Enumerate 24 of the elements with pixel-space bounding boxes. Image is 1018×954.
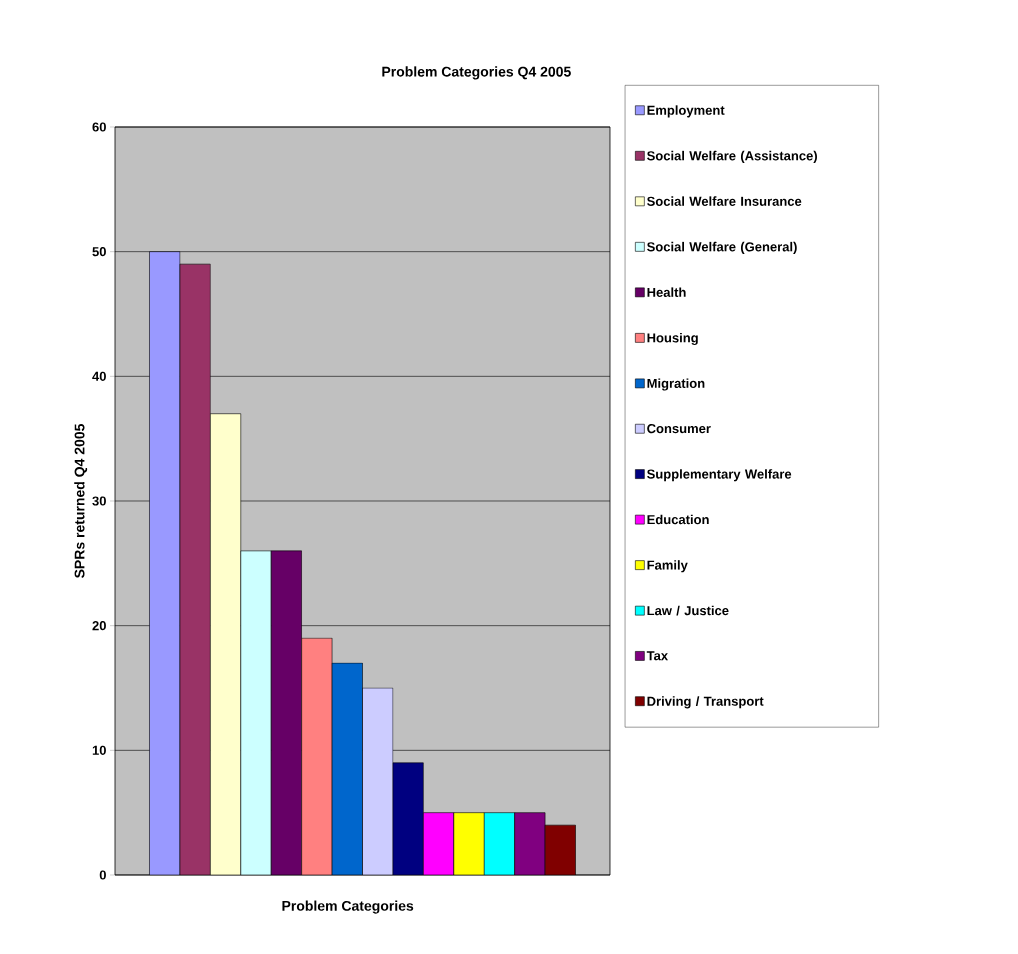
x-axis-title: Problem Categories	[282, 900, 414, 914]
legend-label: Health	[647, 287, 686, 297]
legend-label: Law / Justice	[647, 605, 729, 616]
y-tick-label: 60	[92, 122, 106, 132]
legend-label: Social Welfare (General)	[647, 241, 797, 254]
y-tick-label: 30	[92, 496, 106, 506]
chart-title: Problem Categories Q4 2005	[382, 66, 571, 80]
y-axis-title: SPRs returned Q4 2005	[74, 423, 88, 579]
legend-label: Migration	[647, 378, 705, 391]
y-tick-label: 40	[92, 371, 106, 381]
legend-label: Employment	[647, 105, 725, 118]
legend-label: Family	[647, 560, 688, 573]
legend-label: Tax	[646, 651, 668, 661]
y-tick-label: 10	[92, 745, 106, 755]
y-tick-label: 0	[99, 870, 106, 880]
legend-label: Housing	[647, 332, 698, 346]
y-tick-label: 20	[92, 621, 106, 631]
legend-label: Supplementary Welfare	[647, 469, 792, 482]
legend-label: Driving / Transport	[647, 696, 764, 709]
legend-label: Social Welfare (Assistance)	[647, 150, 817, 163]
legend-label: Education	[647, 514, 709, 525]
legend-label: Social Welfare Insurance	[647, 196, 802, 206]
y-tick-label: 50	[92, 247, 106, 257]
legend-label: Consumer	[647, 423, 711, 434]
